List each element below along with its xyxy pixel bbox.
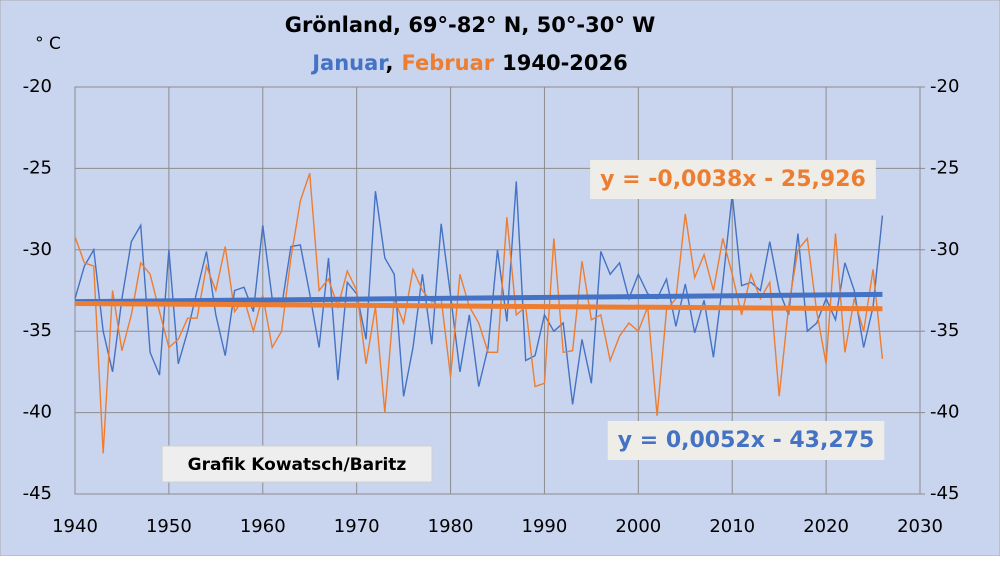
y-tick-label: -45 — [23, 483, 52, 504]
y2-tick-label: -40 — [930, 402, 959, 423]
trend-label-group: y = -0,0038x - 25,926 — [590, 160, 876, 199]
y-axis-label: ° C — [35, 34, 61, 54]
x-tick-label: 1990 — [522, 516, 568, 537]
y-tick-label: -40 — [23, 402, 52, 423]
annotation-box — [161, 445, 433, 483]
trend-lines — [74, 291, 883, 312]
y-tick-label: -20 — [23, 76, 52, 97]
y2-tick-label: -20 — [930, 76, 959, 97]
axis-labels: -45 -40 -35 -30 -25 -20 -45 -40 -35 -30 -25 -20 1940… — [23, 76, 960, 537]
subtitle-period: 1940-2026 — [502, 51, 628, 75]
trend-label: y = 0,0052x - 43,275 — [618, 428, 875, 453]
x-tick-label: 2000 — [615, 516, 661, 537]
trend-label-box — [590, 160, 876, 199]
trend-label-box — [607, 421, 885, 460]
y2-tick-label: -45 — [930, 483, 959, 504]
series-lines — [74, 173, 884, 454]
trend-line — [74, 300, 883, 312]
x-tick-label: 1960 — [240, 516, 286, 537]
y-tick-label: -25 — [23, 157, 52, 178]
chart-title: Grönland, 69°-82° N, 50°-30° W — [285, 13, 656, 37]
trend-label: y = -0,0038x - 25,926 — [600, 167, 866, 192]
y2-tick-label: -35 — [930, 320, 959, 341]
x-tick-label: 1940 — [52, 516, 98, 537]
annotation: Grafik Kowatsch/Baritz — [188, 455, 407, 475]
y-tick-label: -35 — [23, 320, 52, 341]
subtitle: Januar, Februar 1940-2026 — [310, 51, 628, 75]
y-tick-label: -30 — [23, 239, 52, 260]
x-tick-label: 1950 — [146, 516, 192, 537]
x-tick-label: 1980 — [428, 516, 474, 537]
series-line — [74, 173, 884, 454]
y2-tick-label: -25 — [930, 157, 959, 178]
x-tick-label: 1970 — [334, 516, 380, 537]
trend-label-group: y = 0,0052x - 43,275 — [607, 421, 885, 460]
legend-entry: Februar — [402, 51, 495, 75]
x-tick-label: 2010 — [709, 516, 755, 537]
x-tick-label: 2030 — [897, 516, 943, 537]
legend-entry: Januar — [310, 51, 389, 75]
trend-line — [74, 291, 883, 305]
x-tick-label: 2020 — [803, 516, 849, 537]
y2-tick-label: -30 — [930, 239, 959, 260]
subtitle-separator: , — [386, 51, 394, 75]
